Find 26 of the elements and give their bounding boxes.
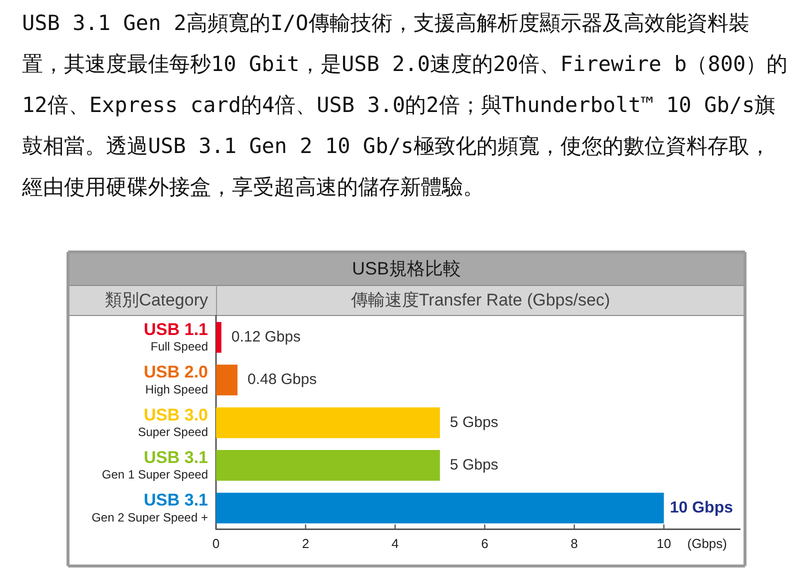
x-tick-label: 0 [212, 536, 220, 551]
y-tick-label: USB 3.1 Gen 1 Super Speed [102, 448, 208, 482]
chart-title: USB規格比較 [352, 258, 462, 278]
x-axis-title: (Gbps) [687, 536, 727, 551]
data-label: 10 Gbps [670, 499, 734, 516]
x-tick-label: 10 [656, 536, 672, 551]
y-tick-label: USB 1.1 Full Speed [144, 320, 208, 354]
bar [216, 407, 440, 438]
x-tick-label: 8 [570, 536, 578, 551]
data-label: 5 Gbps [450, 414, 498, 431]
data-label: 5 Gbps [450, 456, 498, 474]
text: 傳輸速度Transfer Rate (Gbps/sec) [350, 290, 610, 310]
bar [216, 450, 440, 481]
data-label: 0.48 Gbps [247, 371, 317, 388]
text: USB 3.1 Gen 2高頻寬的I/O傳輸技術，支援高解析度顯示器及高效能資料裝置，其速度最佳每秒10 Gbit，是USB 2.0速度的20倍、Firewire b（800）的12倍、Express card的4倍、USB 3.0的2倍；與Thunderbolt™ 10 Gb/s旗鼓相當。透過USB 3.1 Gen 2 10 Gb/s極致化的頻寬，使您的數位資料存取，經由使用硬碟外接盒，享受超高速的儲存新體驗。 [22, 10, 788, 201]
bar [216, 364, 238, 396]
x-tick-label: 6 [481, 536, 488, 551]
y-axis-title: 類別Category [105, 290, 208, 310]
bar [216, 322, 222, 353]
x-tick-label: 2 [302, 536, 310, 551]
y-tick-label: USB 3.1 Gen 2 Super Speed + [92, 490, 208, 524]
bar [216, 492, 664, 524]
y-tick-label: USB 3.0 Super Speed [138, 405, 208, 440]
data-label: 0.12 Gbps [231, 328, 301, 346]
y-tick-label: USB 2.0 High Speed [144, 362, 208, 396]
x-tick-label: 4 [392, 536, 399, 551]
